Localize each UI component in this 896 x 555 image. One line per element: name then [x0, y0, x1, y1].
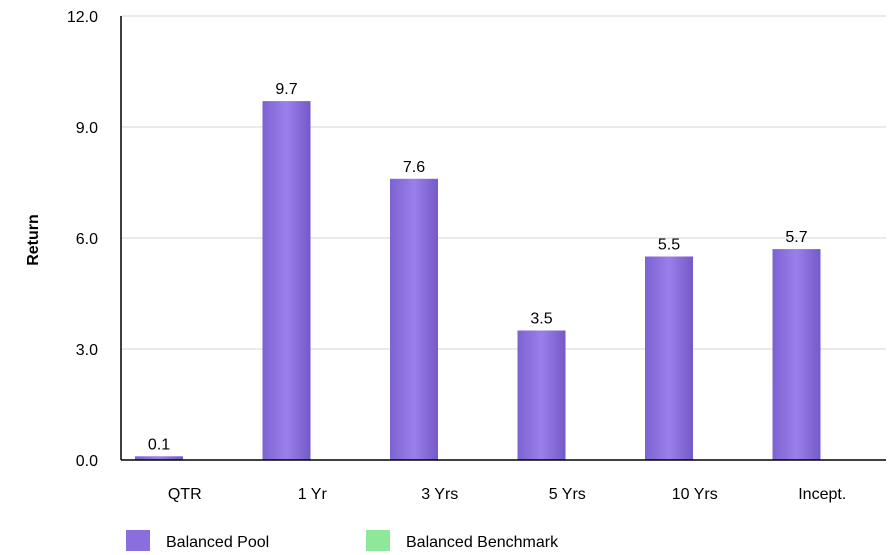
y-tick-label: 6.0	[76, 231, 98, 248]
bar-balanced-pool	[262, 101, 311, 460]
y-tick-label: 3.0	[76, 342, 98, 359]
y-axis-label: Return	[25, 214, 42, 266]
x-axis-ticks: QTR 1 Yr 3 Yrs 5 Yrs 10 Yrs Incept.	[168, 486, 846, 503]
legend-label: Balanced Benchmark	[406, 534, 559, 551]
x-tick-label: QTR	[168, 486, 202, 503]
data-label: 0.1	[148, 436, 170, 453]
bar-balanced-pool	[772, 249, 821, 460]
bar-balanced-pool	[645, 256, 693, 460]
bars	[135, 101, 821, 461]
x-tick-label: Incept.	[798, 486, 846, 503]
legend: Balanced Pool Balanced Benchmark	[126, 530, 559, 551]
x-tick-label: 1 Yr	[298, 486, 328, 503]
data-label: 3.5	[530, 311, 552, 328]
data-label: 5.7	[785, 229, 807, 246]
data-label: 9.7	[275, 81, 297, 98]
y-axis-ticks: 0.0 3.0 6.0 9.0 12.0	[67, 9, 98, 470]
data-labels: 0.1 9.7 7.6 3.5 5.5 5.7	[148, 81, 808, 453]
x-tick-label: 10 Yrs	[672, 486, 718, 503]
gridlines	[121, 15, 886, 350]
data-label: 7.6	[403, 159, 425, 176]
y-tick-label: 12.0	[67, 9, 98, 26]
legend-swatch	[126, 530, 150, 551]
x-tick-label: 5 Yrs	[549, 486, 586, 503]
legend-swatch	[366, 530, 390, 551]
y-tick-label: 9.0	[76, 120, 98, 137]
bar-balanced-pool	[517, 330, 566, 460]
y-tick-label: 0.0	[76, 453, 98, 470]
bar-balanced-pool	[390, 178, 438, 461]
data-label: 5.5	[658, 237, 680, 254]
legend-label: Balanced Pool	[166, 534, 269, 551]
x-tick-label: 3 Yrs	[421, 486, 458, 503]
bar-balanced-pool	[135, 456, 183, 460]
